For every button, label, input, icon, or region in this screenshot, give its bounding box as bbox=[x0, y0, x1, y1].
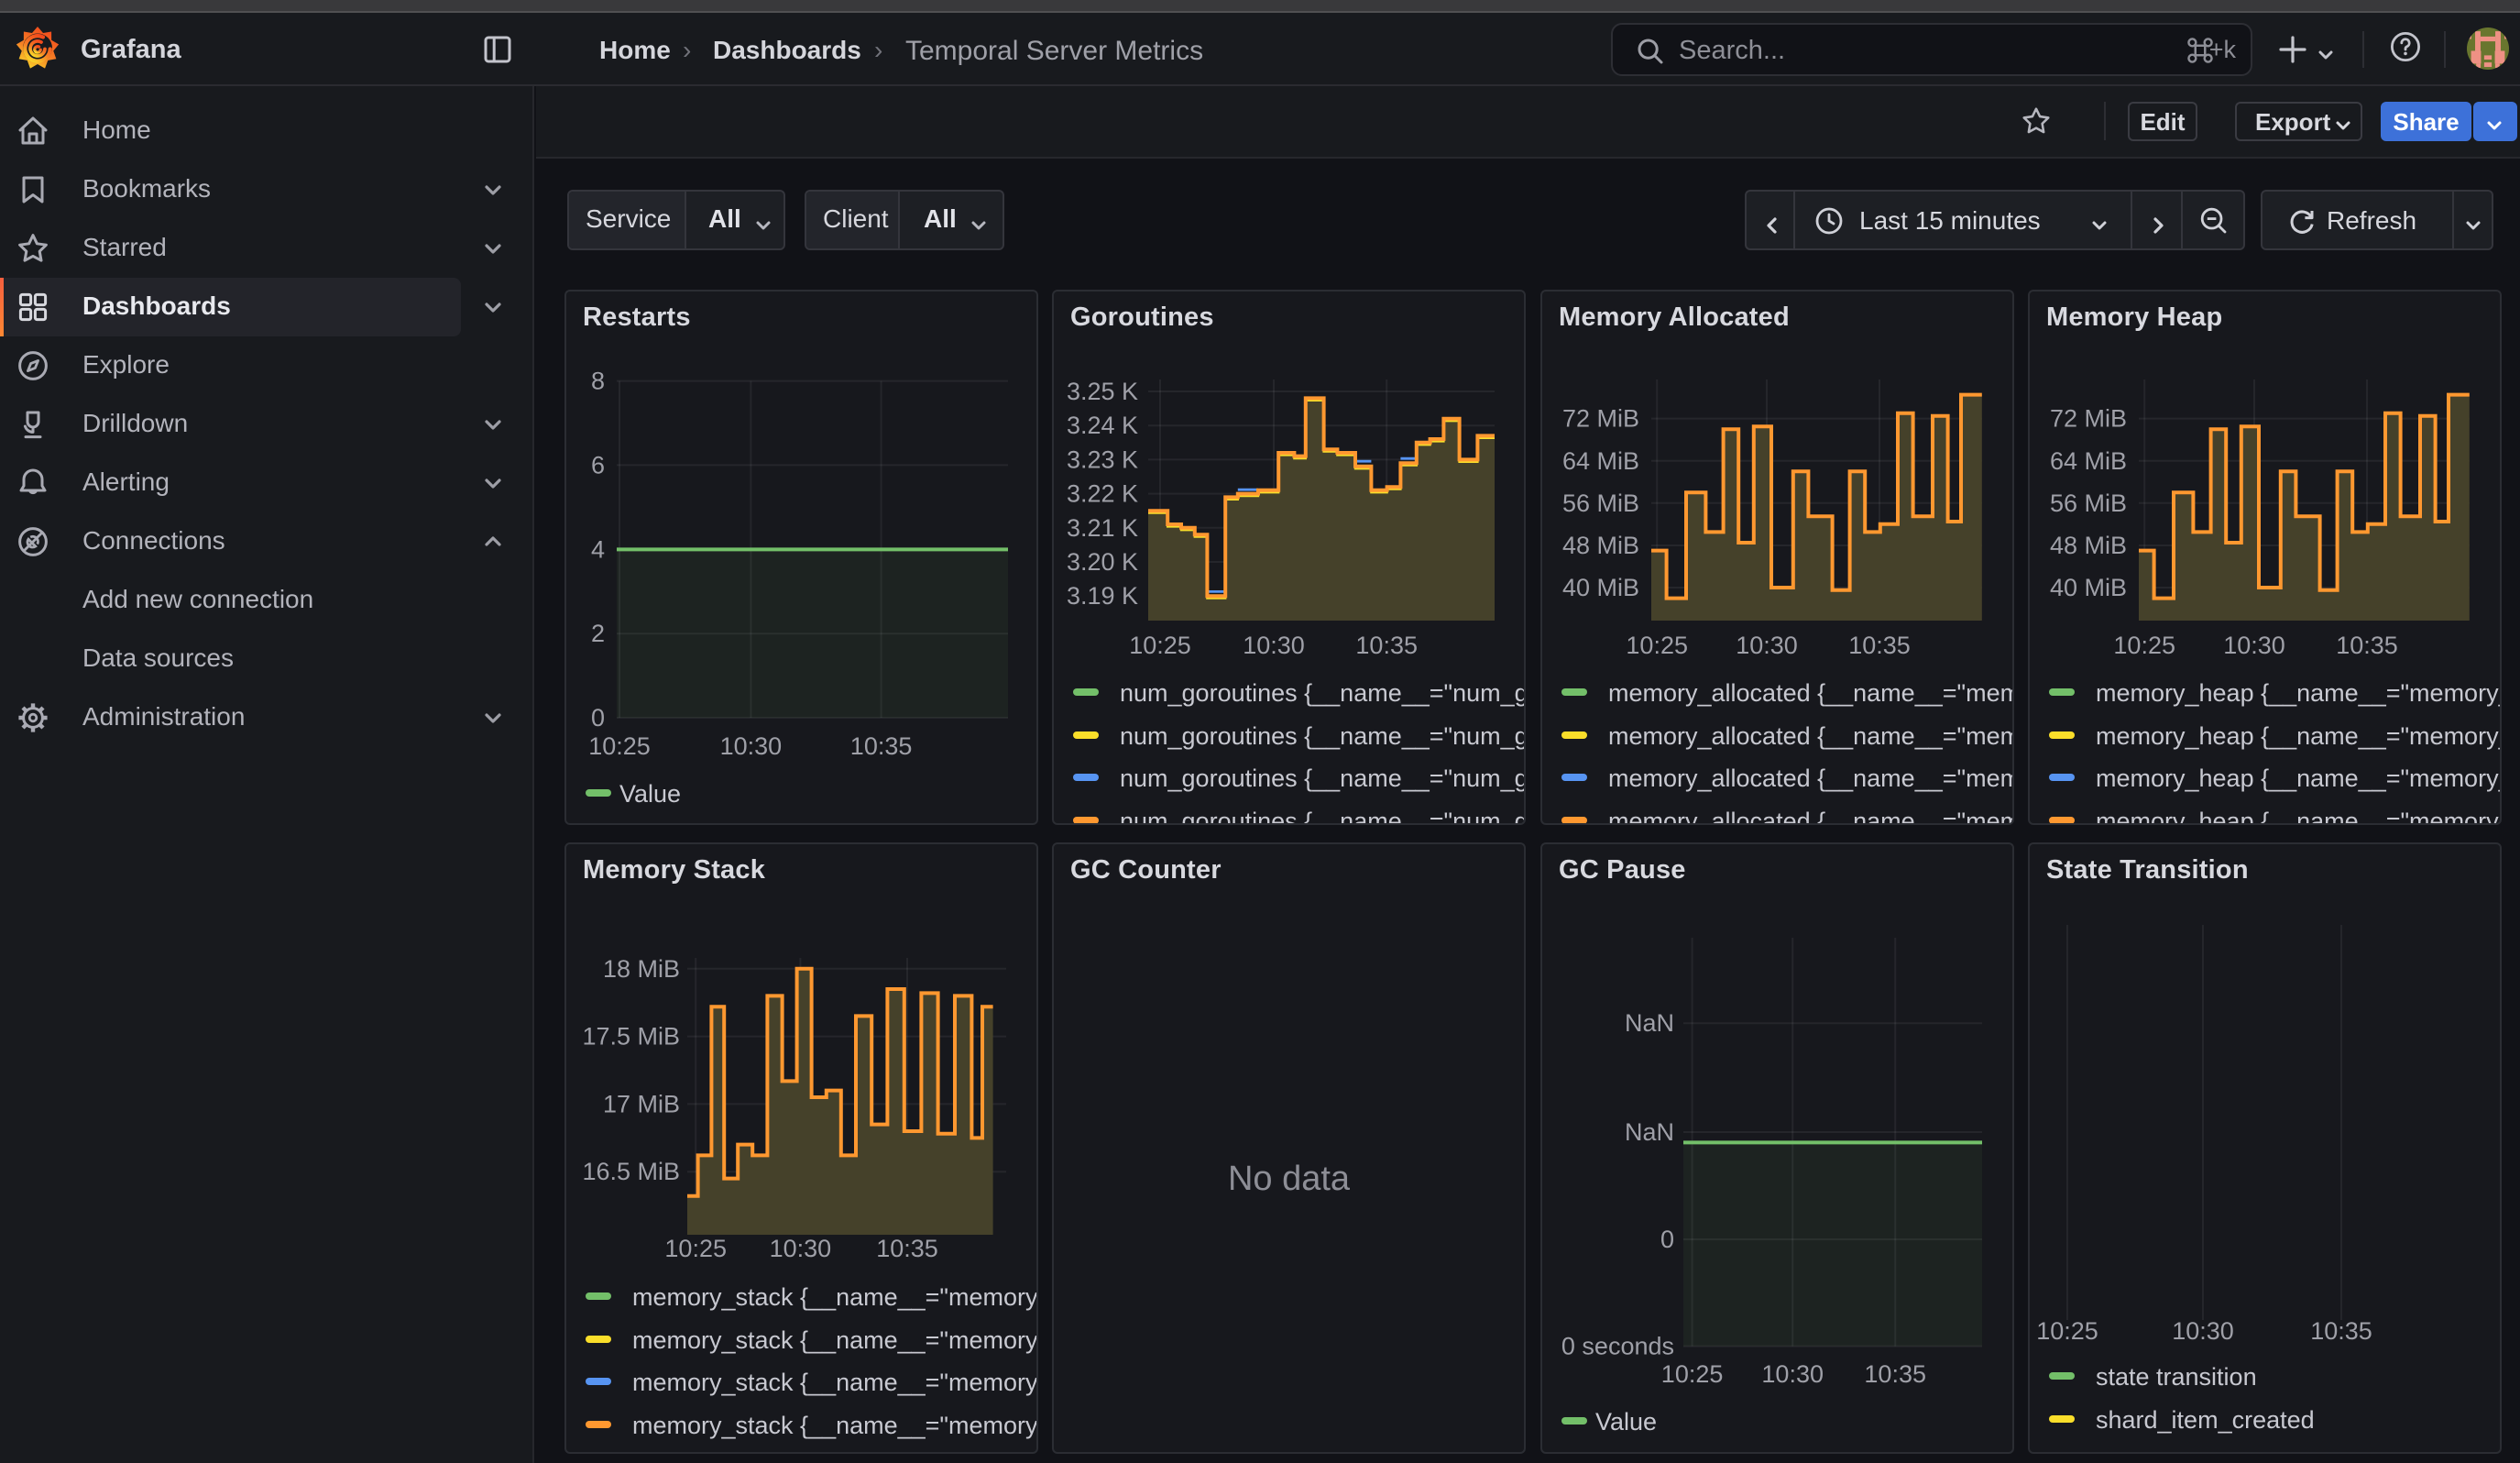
svg-text:10:25: 10:25 bbox=[2036, 1317, 2098, 1345]
svg-text:6: 6 bbox=[591, 451, 605, 478]
svg-text:0 seconds: 0 seconds bbox=[1561, 1333, 1674, 1360]
svg-text:10:30: 10:30 bbox=[720, 732, 783, 760]
svg-text:16.5 MiB: 16.5 MiB bbox=[582, 1158, 680, 1185]
svg-text:2: 2 bbox=[591, 620, 605, 647]
svg-text:3.20 K: 3.20 K bbox=[1067, 548, 1138, 576]
svg-text:3.21 K: 3.21 K bbox=[1067, 514, 1138, 542]
svg-text:10:35: 10:35 bbox=[2336, 632, 2398, 659]
svg-text:NaN: NaN bbox=[1625, 1118, 1674, 1146]
svg-text:10:30: 10:30 bbox=[1243, 632, 1305, 659]
svg-text:3.22 K: 3.22 K bbox=[1067, 480, 1138, 508]
svg-text:10:25: 10:25 bbox=[1129, 632, 1191, 659]
svg-text:10:25: 10:25 bbox=[588, 732, 651, 760]
svg-text:3.19 K: 3.19 K bbox=[1067, 582, 1138, 610]
svg-text:10:35: 10:35 bbox=[876, 1235, 938, 1262]
svg-text:10:30: 10:30 bbox=[2172, 1317, 2234, 1345]
svg-text:10:35: 10:35 bbox=[850, 732, 913, 760]
svg-text:40 MiB: 40 MiB bbox=[2050, 574, 2127, 601]
svg-text:17.5 MiB: 17.5 MiB bbox=[582, 1023, 680, 1050]
svg-text:72 MiB: 72 MiB bbox=[1562, 405, 1639, 433]
svg-text:3.24 K: 3.24 K bbox=[1067, 412, 1138, 439]
svg-text:0: 0 bbox=[1660, 1226, 1674, 1253]
svg-text:56 MiB: 56 MiB bbox=[1562, 490, 1639, 517]
svg-text:10:25: 10:25 bbox=[664, 1235, 727, 1262]
svg-text:3.23 K: 3.23 K bbox=[1067, 446, 1138, 473]
svg-text:10:30: 10:30 bbox=[1761, 1360, 1824, 1388]
svg-text:4: 4 bbox=[591, 535, 605, 563]
svg-text:10:25: 10:25 bbox=[1626, 632, 1688, 659]
svg-text:10:30: 10:30 bbox=[1736, 632, 1798, 659]
svg-text:64 MiB: 64 MiB bbox=[1562, 447, 1639, 475]
svg-text:10:30: 10:30 bbox=[2223, 632, 2285, 659]
svg-text:10:35: 10:35 bbox=[2310, 1317, 2372, 1345]
svg-text:NaN: NaN bbox=[1625, 1009, 1674, 1037]
svg-text:10:25: 10:25 bbox=[1661, 1360, 1724, 1388]
svg-text:48 MiB: 48 MiB bbox=[1562, 532, 1639, 559]
svg-text:64 MiB: 64 MiB bbox=[2050, 447, 2127, 475]
svg-text:3.25 K: 3.25 K bbox=[1067, 378, 1138, 405]
svg-text:18 MiB: 18 MiB bbox=[603, 955, 680, 983]
svg-text:8: 8 bbox=[591, 368, 605, 395]
svg-text:10:35: 10:35 bbox=[1355, 632, 1418, 659]
svg-text:40 MiB: 40 MiB bbox=[1562, 574, 1639, 601]
svg-text:48 MiB: 48 MiB bbox=[2050, 532, 2127, 559]
svg-text:72 MiB: 72 MiB bbox=[2050, 405, 2127, 433]
svg-text:10:35: 10:35 bbox=[1848, 632, 1911, 659]
svg-text:17 MiB: 17 MiB bbox=[603, 1090, 680, 1117]
svg-text:10:35: 10:35 bbox=[1864, 1360, 1926, 1388]
svg-text:10:30: 10:30 bbox=[770, 1235, 832, 1262]
svg-text:0: 0 bbox=[591, 704, 605, 732]
svg-text:10:25: 10:25 bbox=[2113, 632, 2175, 659]
svg-text:56 MiB: 56 MiB bbox=[2050, 490, 2127, 517]
